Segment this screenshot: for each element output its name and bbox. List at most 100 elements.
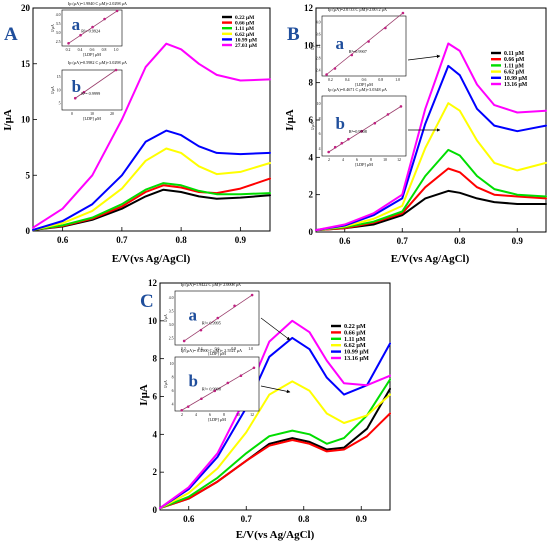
y-tick-label: 10 — [21, 115, 31, 125]
inset-point — [399, 105, 403, 108]
inset-equation: Ip (μA)=0.4671 C μM)+3.0348 μA — [328, 87, 387, 92]
inset-r-squared: R²=0.9908 — [349, 129, 367, 134]
inset-y-axis-label: I/μA — [163, 380, 168, 388]
inset-point — [200, 397, 203, 401]
y-tick-label: 4 — [153, 429, 158, 439]
inset-x-tick-label: 6 — [209, 413, 211, 417]
y-tick-label: 20 — [21, 3, 31, 13]
inset-x-axis-label: [LDP] μM — [208, 351, 226, 356]
inset-point — [213, 389, 217, 393]
panel-letter-A: A — [4, 24, 18, 45]
inset-point — [250, 293, 254, 297]
x-tick-label: 0.6 — [339, 236, 351, 246]
inset-x-tick-label: 0.4 — [198, 347, 203, 351]
series-line-4 — [315, 64, 547, 232]
inset-x-tick-label: 2 — [328, 158, 330, 162]
inset-y-tick-label: 8 — [172, 376, 174, 380]
inset-label-b: b — [72, 77, 81, 96]
inset-a-panel-2: 0.2 0.4 0.6 0.8 1.0 2.5 3.0 3.5 4.0 [LDP] μM I/μA I… — [163, 282, 260, 356]
inset-point — [350, 53, 354, 57]
inset-x-tick-label: 8 — [223, 413, 225, 417]
legend-label-4: 10.99 μM — [504, 76, 528, 82]
inset-y-tick-label: 3.0 — [169, 323, 174, 327]
inset-x-tick-label: 0.6 — [90, 48, 95, 52]
y-tick-label: 2 — [153, 467, 158, 477]
inset-y-tick-label: 8 — [319, 117, 321, 121]
inset-x-tick-label: 12 — [250, 413, 254, 417]
inset-x-tick-label: 0.8 — [378, 78, 383, 82]
inset-x-tick-label: 4 — [342, 158, 344, 162]
inset-pointer-arrow — [407, 54, 441, 61]
series-line-1 — [32, 177, 271, 231]
panel-A: 0.6 0.7 0.8 0.9 0 5 10 15 20 E/V(vs Ag/AgCl) I/μA A… — [2, 3, 271, 265]
inset-equation: Ip (μA)=1.9422 C μM)+ 2.0008 μA — [181, 282, 241, 287]
y-tick-label: 2 — [309, 190, 314, 200]
legend-label-2: 1.11 μM — [504, 63, 525, 69]
x-axis-label: E/V(vs Ag/AgCl) — [112, 253, 191, 265]
inset-a-panel-0: 0.2 0.4 0.6 0.8 1.0 2.5 3.0 3.5 4.0 [LDP] μM I/μA I… — [50, 1, 127, 57]
inset-equation: Ip (μA)=1.9840 C μM)+2.0298 μA — [68, 1, 127, 6]
inset-y-tick-label: 4 — [172, 403, 174, 407]
x-axis-label: E/V(vs Ag/AgCl) — [236, 529, 315, 541]
y-tick-label: 12 — [148, 278, 158, 288]
y-axis-label: I/μA — [138, 384, 150, 406]
series-line-1 — [315, 167, 547, 232]
inset-point — [386, 113, 390, 116]
x-tick-label: 0.6 — [183, 514, 195, 524]
inset-point — [115, 9, 119, 13]
series-line-0 — [315, 189, 547, 232]
y-tick-label: 0 — [309, 227, 314, 237]
inset-point — [226, 381, 230, 385]
inset-x-tick-label: 0.6 — [362, 78, 367, 82]
inset-point — [79, 33, 82, 37]
x-tick-label: 0.7 — [116, 235, 128, 245]
y-tick-label: 12 — [304, 3, 314, 13]
inset-y-tick-label: 2.5 — [169, 337, 174, 341]
inset-point — [401, 11, 405, 15]
x-tick-label: 0.8 — [176, 235, 188, 245]
inset-y-tick-label: 2.5 — [56, 40, 61, 44]
inset-point — [347, 137, 350, 141]
inset-y-tick-label: 4.0 — [169, 296, 174, 300]
legend-label-1: 0.66 μM — [344, 329, 366, 336]
inset-x-axis-label: [LDP] μM — [83, 116, 101, 121]
inset-x-tick-label: 0 — [71, 112, 73, 116]
inset-x-tick-label: 0.6 — [215, 347, 220, 351]
inset-fit-line — [326, 12, 404, 75]
legend-label-2: 1.11 μM — [235, 26, 255, 32]
inset-y-axis-label: I/μA — [310, 42, 315, 50]
inset-y-axis-label: I/μA — [50, 86, 55, 94]
y-tick-label: 5 — [26, 170, 31, 180]
series-line-4 — [159, 336, 391, 510]
inset-frame — [321, 15, 407, 77]
inset-r-squared: R²= 0.9995 — [202, 320, 221, 325]
inset-y-tick-label: 5 — [59, 102, 61, 106]
inset-point — [91, 25, 94, 29]
panel-B: 0.6 0.7 0.8 0.9 0 2 4 6 8 10 12 E/V(vs Ag/AgCl) I/μA… — [284, 3, 547, 265]
x-tick-label: 0.9 — [512, 236, 524, 246]
inset-point — [73, 96, 77, 100]
inset-y-tick-label: 3.5 — [56, 22, 61, 26]
series-line-5 — [315, 42, 547, 232]
inset-x-tick-label: 0.4 — [345, 78, 350, 82]
inset-y-tick-label: 3.0 — [56, 31, 61, 35]
series-line-2 — [315, 148, 547, 232]
inset-point — [180, 408, 183, 412]
inset-y-axis-label: I/μA — [163, 314, 168, 322]
inset-point — [360, 129, 364, 133]
inset-x-tick-label: 0.2 — [66, 48, 71, 52]
x-tick-label: 0.6 — [57, 235, 69, 245]
series-line-4 — [32, 129, 271, 231]
y-axis-label: I/μA — [2, 109, 14, 131]
x-axis-label: E/V(vs Ag/AgCl) — [391, 253, 470, 265]
inset-b-panel-2: 2 4 6 8 10 12 4 6 8 10 [LDP] μM I/μA Ip (μA)= 0.4900… — [163, 348, 260, 422]
inset-y-tick-label: 3.5 — [169, 310, 174, 314]
inset-r-squared: R²= 0.9999 — [81, 91, 100, 96]
panel-C: 0.6 0.7 0.8 0.9 0 2 4 6 8 10 12 E/V(vs Ag/AgCl) I/μA… — [138, 278, 391, 541]
inset-label-a: a — [188, 306, 197, 325]
y-tick-label: 15 — [21, 59, 31, 69]
inset-point — [252, 366, 256, 370]
legend-label-3: 6.62 μM — [344, 342, 366, 349]
inset-x-tick-label: 10 — [90, 112, 94, 116]
series-line-2 — [32, 182, 271, 231]
